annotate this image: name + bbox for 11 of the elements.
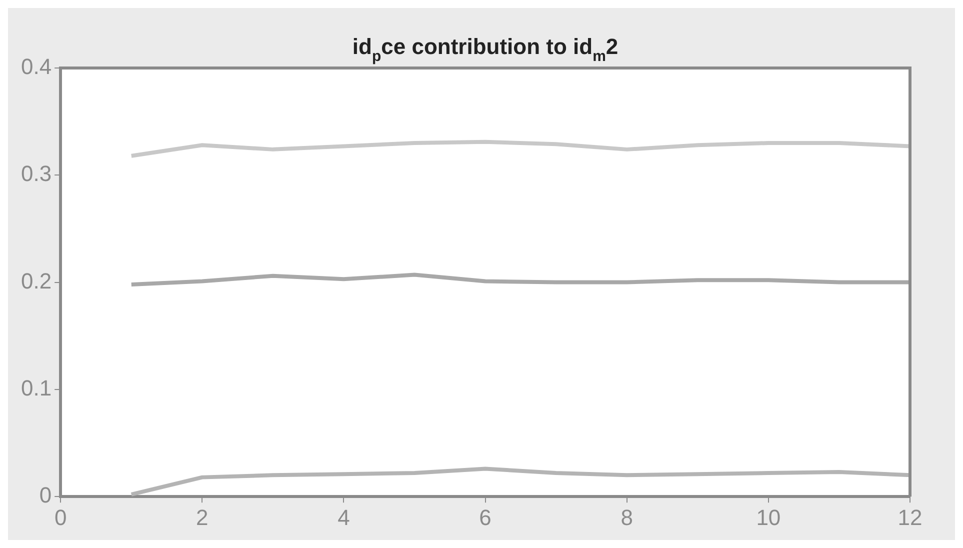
x-tick-label: 2 [196, 504, 208, 530]
y-tick-label: 0.3 [20, 161, 52, 186]
x-tick-label: 6 [479, 504, 492, 530]
x-tick-label: 8 [620, 504, 633, 530]
x-tick-label: 12 [898, 504, 922, 530]
y-tick-label: 0.1 [20, 376, 52, 401]
x-tick-label: 10 [756, 504, 781, 530]
y-tick-label: 0.2 [20, 268, 52, 294]
y-tick-label: 0.4 [20, 54, 52, 80]
x-tick-label: 4 [338, 504, 350, 530]
y-tick-label: 0 [39, 482, 52, 508]
